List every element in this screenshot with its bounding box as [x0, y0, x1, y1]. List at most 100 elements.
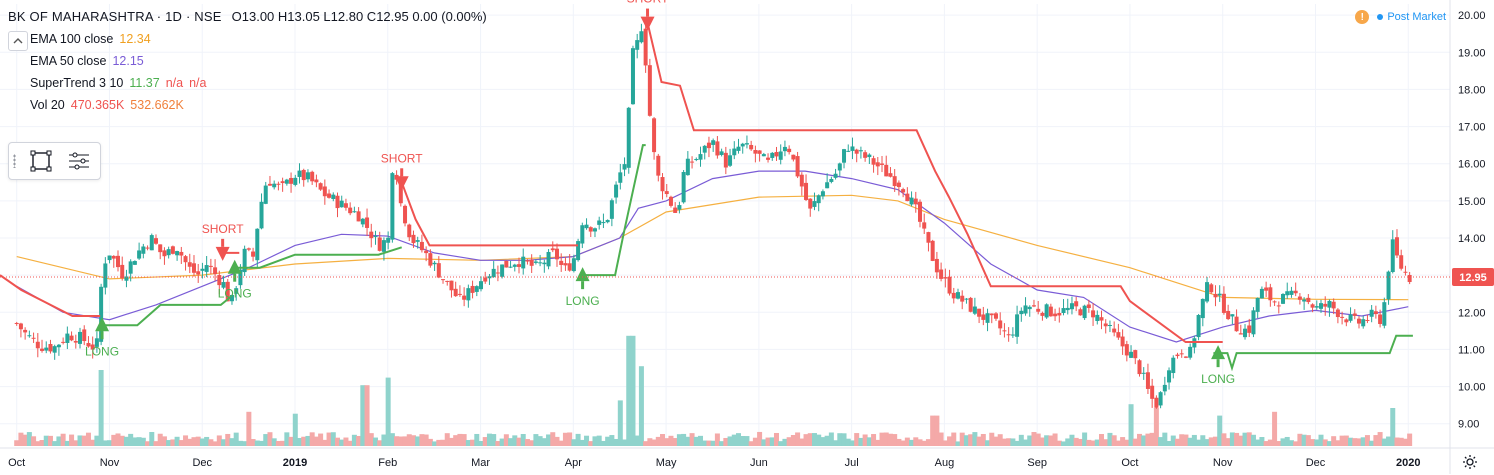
candle-body	[162, 250, 167, 257]
volume-bar	[938, 432, 944, 446]
volume-bar	[284, 432, 290, 446]
volume-bar	[1023, 439, 1029, 446]
indicator-value: 532.662K	[130, 98, 184, 112]
volume-bar	[1145, 433, 1151, 446]
volume-bar	[1343, 435, 1349, 446]
indicator-row[interactable]: EMA 100 close 12.34	[8, 28, 487, 50]
volume-bar	[1377, 432, 1383, 446]
volume-bar	[69, 434, 75, 446]
volume-bar	[1297, 433, 1303, 446]
volume-bar	[406, 434, 412, 446]
volume-bar	[372, 437, 378, 446]
volume-bar	[997, 434, 1003, 446]
x-tick-label: Mar	[471, 457, 490, 469]
settings-lines-icon[interactable]	[65, 147, 93, 175]
candle-body	[875, 162, 880, 167]
volume-bar	[457, 433, 463, 446]
candle-body	[1247, 325, 1252, 333]
volume-bar	[976, 436, 982, 446]
candle-body	[56, 344, 61, 348]
indicator-row[interactable]: EMA 50 close 12.15	[8, 50, 487, 72]
volume-bar	[735, 433, 741, 446]
candle-body	[457, 293, 462, 295]
volume-bar	[900, 440, 906, 446]
candle-body	[73, 340, 78, 343]
indicator-row[interactable]: Vol 20 470.365K 532.662K	[8, 94, 487, 116]
volume-bar	[271, 438, 277, 446]
warning-icon[interactable]: !	[1355, 10, 1370, 24]
candle-body	[153, 238, 158, 244]
rectangle-tool-icon[interactable]	[27, 147, 55, 175]
volume-bar	[1018, 434, 1024, 446]
candle-body	[175, 251, 180, 256]
volume-bar	[43, 435, 49, 446]
candle-body	[251, 251, 256, 257]
volume-bar	[440, 439, 446, 446]
volume-bar	[1259, 437, 1265, 446]
volume-bar	[660, 434, 666, 446]
volume-bar	[803, 434, 809, 446]
volume-bar	[351, 434, 357, 446]
gear-icon[interactable]	[1462, 454, 1478, 470]
volume-bar	[259, 440, 265, 446]
candle-body	[356, 211, 361, 222]
candle-body	[1399, 255, 1404, 269]
volume-bar	[744, 436, 750, 446]
volume-bar	[799, 438, 805, 446]
indicator-name: EMA 100 close	[30, 32, 114, 46]
supertrend-up-line	[1213, 334, 1413, 372]
candle-body	[310, 171, 315, 182]
candle-body	[242, 248, 247, 273]
volume-bar	[841, 433, 847, 446]
volume-bar	[1217, 415, 1223, 446]
volume-bar	[31, 436, 37, 446]
candle-body	[18, 323, 23, 330]
supertrend-down-line	[0, 274, 101, 317]
candle-body	[221, 282, 226, 288]
volume-bar	[1001, 438, 1007, 446]
candle-body	[335, 195, 340, 209]
volume-bar	[1335, 440, 1341, 446]
candle-body	[1053, 313, 1058, 317]
candle-body	[512, 264, 517, 267]
volume-bar	[1136, 433, 1142, 446]
indicator-row[interactable]: SuperTrend 3 10 11.37 n/a n/a	[8, 72, 487, 94]
candle-body	[78, 331, 83, 344]
candle-body	[677, 205, 682, 210]
volume-bar	[1234, 432, 1240, 446]
candle-body	[132, 261, 137, 265]
x-tick-label: Jun	[750, 457, 768, 469]
volume-bar	[1027, 435, 1033, 446]
volume-bar	[972, 432, 978, 446]
volume-bar	[419, 434, 425, 446]
candle-body	[398, 176, 403, 204]
volume-bar	[820, 437, 826, 446]
candle-body	[1129, 351, 1134, 358]
indicator-name: Vol 20	[30, 98, 65, 112]
candle-body	[289, 177, 294, 184]
candle-body	[588, 227, 593, 232]
candle-body	[187, 262, 192, 267]
indicator-value: n/a	[189, 76, 207, 90]
candle-body	[1213, 293, 1218, 298]
candle-body	[871, 158, 876, 165]
post-market-indicator[interactable]: ! Post Market	[1355, 10, 1446, 24]
candle-body	[1086, 304, 1091, 309]
candle-body	[1179, 353, 1184, 355]
volume-bar	[322, 439, 328, 446]
volume-bar	[410, 435, 416, 446]
volume-bar	[313, 436, 319, 446]
drawing-toolbar[interactable]	[8, 142, 101, 180]
volume-bar	[1369, 440, 1375, 446]
candle-body	[293, 177, 298, 185]
drag-handle[interactable]	[13, 154, 16, 168]
volume-bar	[423, 434, 429, 446]
collapse-legend-button[interactable]	[8, 31, 28, 51]
volume-bar	[491, 434, 497, 446]
volume-bar	[482, 437, 488, 446]
volume-bar	[651, 439, 657, 446]
candle-body	[267, 183, 272, 186]
symbol-title[interactable]: BK OF MAHARASHTRA · 1D · NSE	[8, 9, 222, 24]
candle-body	[1369, 309, 1374, 317]
